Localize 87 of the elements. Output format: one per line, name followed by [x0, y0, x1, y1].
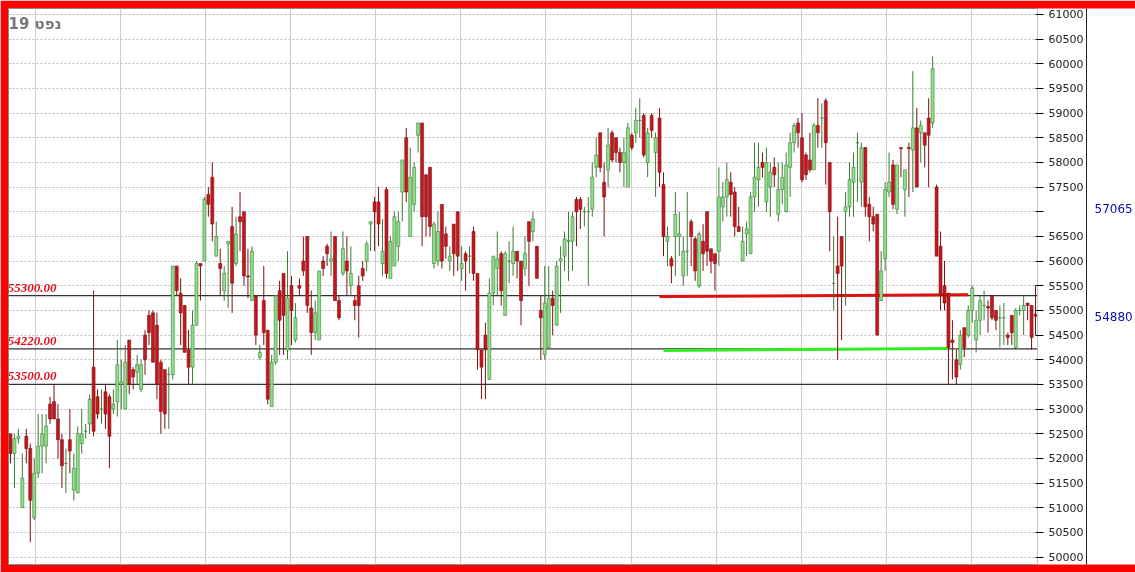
candlestick [820, 102, 824, 149]
text: 57065 [1094, 202, 1133, 217]
y-tick-label: 51000 [1048, 501, 1084, 515]
y-tick-label: 55500 [1048, 279, 1084, 293]
candlestick [835, 216, 840, 361]
y-tick-label: 60000 [1048, 57, 1084, 71]
candlestick [669, 255, 674, 284]
y-tick-label: 56500 [1048, 230, 1084, 244]
candlestick [356, 275, 361, 339]
y-tick-label: 58500 [1048, 131, 1084, 145]
y-tick-label: 53000 [1048, 403, 1084, 417]
ref-line-label: 53500.00 [7, 368, 57, 384]
ref-line-label: 54220.00 [7, 332, 57, 348]
candlestick [523, 235, 527, 277]
candlestick [574, 196, 579, 247]
candlestick [329, 230, 333, 277]
candlestick [772, 156, 777, 188]
candlestick [40, 413, 44, 474]
candlestick [293, 302, 298, 343]
candlestick [903, 169, 907, 218]
candlestick [740, 226, 745, 262]
candlestick [12, 433, 17, 489]
candlestick [550, 290, 555, 336]
candlestick [119, 359, 124, 410]
candlestick [463, 250, 468, 292]
candlestick [376, 186, 381, 247]
chart-title: 19 נפט [8, 14, 62, 33]
candlestick [360, 260, 365, 282]
candlestick [816, 97, 820, 149]
candlestick [222, 265, 226, 302]
candlestick [665, 226, 670, 267]
candlestick [8, 433, 13, 464]
candlestick [653, 132, 658, 198]
candlestick [48, 396, 52, 425]
candlestick [1021, 295, 1026, 336]
candlestick [539, 295, 543, 361]
candlestick [768, 161, 773, 218]
y-tick-label: 53500 [1048, 378, 1084, 392]
y-tick-label: 59500 [1048, 82, 1084, 96]
y-tick-label: 52000 [1048, 452, 1084, 466]
ref-line-label: 55300.00 [7, 279, 57, 295]
candlestick [345, 235, 349, 297]
candlestick [578, 196, 583, 230]
y-tick-label: 54500 [1048, 329, 1084, 343]
candlestick [962, 327, 967, 358]
candlestick [899, 147, 903, 178]
candlestick [198, 263, 203, 302]
candlestick [907, 142, 911, 198]
candlestick [911, 70, 915, 193]
y-tick-label: 50000 [1048, 551, 1084, 565]
y-tick-label: 50500 [1048, 526, 1084, 540]
candlestick [1033, 285, 1038, 336]
candlestick [68, 408, 72, 474]
candlestick [531, 211, 535, 242]
candlestick [416, 122, 420, 154]
candlestick [918, 119, 923, 163]
y-tick-label: 57500 [1048, 181, 1084, 195]
y-tick-label: 54000 [1048, 353, 1084, 367]
candlestick [99, 388, 104, 425]
candlestick [349, 245, 353, 297]
candlestick [325, 243, 329, 267]
candlestick [218, 248, 223, 297]
candlestick [372, 196, 377, 252]
y-tick-label: 61000 [1048, 8, 1084, 22]
candlestick [214, 221, 219, 257]
y-tick-label: 56000 [1048, 255, 1084, 269]
candlestick [649, 112, 654, 139]
candlestick [808, 132, 812, 173]
candlestick [380, 218, 385, 277]
y-tick-label: 52500 [1048, 427, 1084, 441]
y-tick-label: 60500 [1048, 33, 1084, 47]
candlestick [926, 97, 931, 188]
candlestick [459, 245, 464, 282]
candlestick [673, 191, 678, 277]
text: 54880 [1094, 309, 1133, 324]
candlestick [756, 142, 761, 208]
candlestick [448, 245, 452, 272]
candlestick [760, 152, 765, 178]
candlestick [527, 221, 531, 287]
candlestick [226, 240, 230, 309]
candlestick [483, 322, 488, 400]
candlestick [495, 230, 500, 297]
y-tick-label: 51500 [1048, 477, 1084, 491]
y-tick-label: 58000 [1048, 156, 1084, 170]
candlestick [725, 161, 729, 218]
y-tick-label: 59000 [1048, 107, 1084, 121]
y-tick-label: 55000 [1048, 304, 1084, 318]
